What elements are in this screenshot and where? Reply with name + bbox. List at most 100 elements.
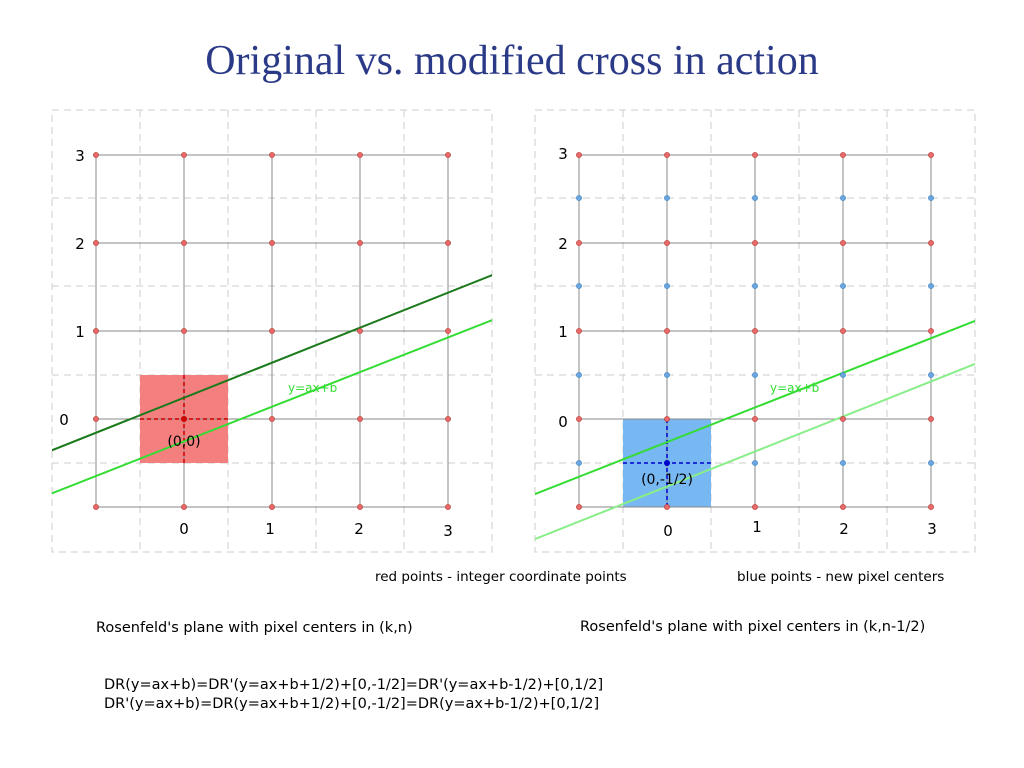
left-y-tick-1: 1 [75,323,85,341]
left-x-tick-3: 3 [443,522,453,540]
left-plane: 3 2 1 0 0 1 2 3 y=ax+b (0,0) [51,109,493,553]
red-point [840,152,846,158]
right-center-label: (0,-1/2) [641,472,693,488]
red-point [928,152,934,158]
red-point [576,152,582,158]
blue-point [840,195,846,201]
red-point [181,152,187,158]
red-point [181,328,187,334]
left-line-label: y=ax+b [288,381,337,395]
red-point [664,152,670,158]
blue-point [576,460,582,466]
red-point [840,328,846,334]
red-point [840,416,846,422]
formula-line-1: DR(y=ax+b)=DR'(y=ax+b+1/2)+[0,-1/2]=DR'(… [104,677,604,693]
slide-title: Original vs. modified cross in action [205,38,819,84]
right-y-tick-1: 1 [558,323,568,341]
blue-point [752,283,758,289]
right-x-tick-3: 3 [927,520,937,538]
right-plane: 3 2 1 0 0 1 2 3 y=ax+b (0,-1/2) [534,109,976,553]
red-point [357,504,363,510]
red-point [93,328,99,334]
left-y-tick-0: 0 [59,411,69,429]
left-y-tick-2: 2 [75,235,85,253]
right-y-axis-labels: 3 2 1 0 [558,145,568,431]
left-red-points [93,152,451,510]
left-x-tick-2: 2 [354,520,364,538]
red-point [576,416,582,422]
blue-point [840,460,846,466]
formula-line-2: DR'(y=ax+b)=DR(y=ax+b+1/2)+[0,-1/2]=DR(y… [104,696,600,712]
blue-point [664,195,670,201]
red-point [664,328,670,334]
left-x-tick-0: 0 [179,520,189,538]
left-line-bright [52,319,492,495]
red-point [752,416,758,422]
right-plane-caption: Rosenfeld's plane with pixel centers in … [580,619,926,635]
red-point [181,240,187,246]
red-point [93,416,99,422]
red-point [269,504,275,510]
cross-center-point [181,416,187,422]
blue-point [928,372,934,378]
right-line-light [535,362,975,541]
red-point [93,152,99,158]
blue-point [928,195,934,201]
right-y-tick-0: 0 [558,413,568,431]
blue-point [752,372,758,378]
red-point [445,328,451,334]
right-line-bright [535,319,975,496]
right-y-tick-2: 2 [558,235,568,253]
blue-point [664,372,670,378]
red-point [840,504,846,510]
right-y-tick-3: 3 [558,145,568,163]
red-point [357,152,363,158]
right-x-tick-1: 1 [752,518,762,536]
red-point [576,504,582,510]
red-point [752,240,758,246]
legend-blue-points: blue points - new pixel centers [737,569,945,585]
red-point [269,328,275,334]
red-point [840,240,846,246]
legend-red-points: red points - integer coordinate points [375,569,627,585]
left-x-tick-1: 1 [265,520,275,538]
red-point [269,152,275,158]
left-y-tick-3: 3 [75,147,85,165]
red-point [269,240,275,246]
blue-point [840,372,846,378]
right-x-tick-2: 2 [839,520,849,538]
right-blue-points [576,195,934,466]
cross-center-point [664,460,670,466]
red-point [928,416,934,422]
red-point [752,152,758,158]
left-line-dark [52,274,492,452]
blue-point [928,460,934,466]
blue-point [752,195,758,201]
red-point [445,504,451,510]
left-y-axis-labels: 3 2 1 0 [59,147,85,429]
red-point [357,240,363,246]
red-point [928,504,934,510]
red-point [357,416,363,422]
red-point [357,328,363,334]
right-line-label: y=ax+b [770,381,819,395]
left-center-label: (0,0) [167,434,200,450]
red-point [664,240,670,246]
red-point [445,152,451,158]
red-point [445,240,451,246]
blue-point [576,195,582,201]
red-point [576,240,582,246]
red-point [928,328,934,334]
blue-point [752,460,758,466]
right-red-points [576,152,934,510]
right-x-tick-0: 0 [663,522,673,540]
blue-point [576,372,582,378]
blue-point [928,283,934,289]
red-point [93,240,99,246]
red-point [664,416,670,422]
right-x-axis-labels: 0 1 2 3 [663,518,937,540]
left-x-axis-labels: 0 1 2 3 [179,520,453,540]
red-point [269,416,275,422]
blue-point [840,283,846,289]
red-point [752,504,758,510]
